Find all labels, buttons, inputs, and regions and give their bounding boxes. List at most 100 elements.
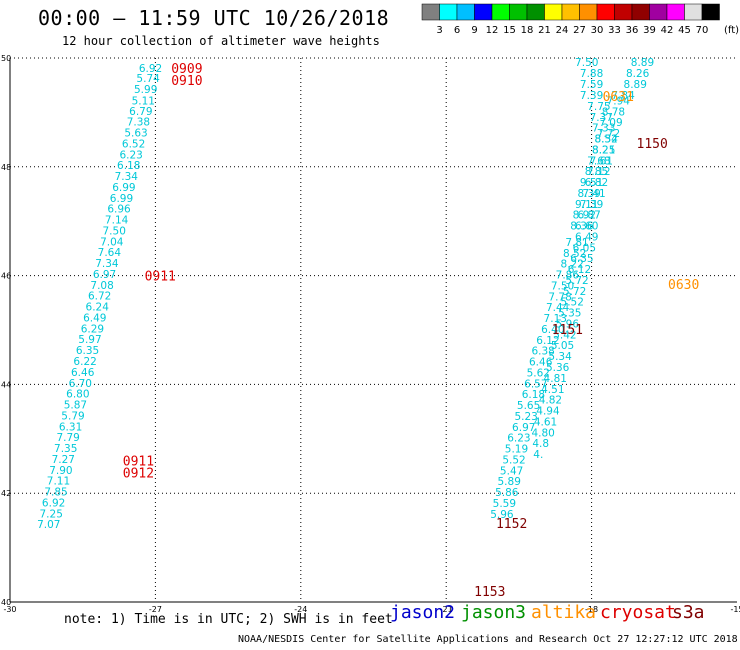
time-label: 1152 bbox=[496, 517, 527, 532]
time-label: 0630 bbox=[668, 278, 699, 293]
wave-height-point: 8.22 bbox=[561, 259, 584, 271]
colorbar-swatch bbox=[596, 3, 615, 21]
wave-height-point: 6.38 bbox=[531, 346, 554, 358]
wave-height-point: 6.49 bbox=[575, 231, 598, 243]
colorbar-swatch bbox=[561, 3, 580, 21]
wave-height-point: 5.23 bbox=[514, 411, 537, 423]
wave-height-point: 5.34 bbox=[548, 351, 572, 363]
colorbar-swatch bbox=[474, 3, 493, 21]
wave-height-point: 7.34 bbox=[95, 258, 119, 270]
wave-height-point: 7.85 bbox=[44, 487, 67, 499]
grid-lines bbox=[10, 57, 737, 603]
wave-height-point: 7.27 bbox=[52, 454, 75, 466]
wave-height-point: 7.12 bbox=[587, 166, 610, 178]
wave-height-point: 7.86 bbox=[556, 270, 580, 282]
colorbar-label: 3 bbox=[436, 25, 442, 36]
wave-height-point: 7.11 bbox=[47, 476, 70, 488]
wave-height-point: 7.35 bbox=[54, 443, 77, 455]
colorbar-swatch bbox=[526, 3, 545, 21]
wave-height-point: 5.52 bbox=[561, 297, 584, 309]
y-tick-label: 42 bbox=[1, 489, 11, 498]
wave-height-point: 8.26 bbox=[626, 68, 650, 80]
wave-height-point: 6.35 bbox=[570, 253, 593, 265]
wave-height-point: 5.79 bbox=[61, 410, 84, 422]
wave-height-point: 7.08 bbox=[90, 280, 113, 292]
wave-height-point: 8.36 bbox=[570, 221, 594, 233]
wave-height-point: 5.74 bbox=[136, 73, 160, 85]
wave-height-point: 5.59 bbox=[493, 498, 516, 510]
wave-height-point: 7.04 bbox=[100, 236, 124, 248]
wave-height-point: 7.68 bbox=[587, 155, 610, 167]
wave-height-point: 6.12 bbox=[568, 264, 591, 276]
colorbar-swatch bbox=[579, 3, 598, 21]
wave-height-point: 7.50 bbox=[551, 280, 574, 292]
x-tick-label: -18 bbox=[585, 605, 598, 614]
colorbar-swatch bbox=[456, 3, 475, 21]
wave-height-point: 7.09 bbox=[599, 117, 622, 129]
wave-height-point: 6.80 bbox=[66, 389, 89, 401]
wave-height-point: 5.62 bbox=[527, 367, 550, 379]
time-label: 1150 bbox=[637, 137, 668, 152]
wave-height-point: 5.05 bbox=[551, 340, 574, 352]
wave-height-point: 4.94 bbox=[536, 406, 560, 418]
wave-height-point: 5.11 bbox=[132, 95, 155, 107]
wave-height-point: 6.57 bbox=[524, 378, 547, 390]
wave-height-point: 7.07 bbox=[37, 519, 60, 531]
colorbar-label: 39 bbox=[643, 25, 656, 36]
colorbar-swatch bbox=[701, 3, 720, 21]
wave-height-point: 6.22 bbox=[73, 356, 96, 368]
colorbar-label: 12 bbox=[486, 25, 499, 36]
wave-height-point: 6.23 bbox=[119, 149, 142, 161]
wave-height-point: 7.81 bbox=[565, 237, 588, 249]
x-tick-label: -15 bbox=[730, 605, 740, 614]
wave-height-point: 5.72 bbox=[565, 275, 588, 287]
colorbar-label: 42 bbox=[661, 25, 674, 36]
colorbar-swatch bbox=[421, 3, 440, 21]
legend-jason3: jason3 bbox=[461, 602, 527, 623]
wave-height-point: 7.34 bbox=[115, 171, 139, 183]
wave-height-point: 6.92 bbox=[42, 497, 65, 509]
colorbar-label: 24 bbox=[556, 25, 569, 36]
wave-height-point: 5.99 bbox=[134, 84, 157, 96]
colorbar-swatch bbox=[439, 3, 458, 21]
legend-altika: altika bbox=[531, 602, 597, 623]
wave-height-point: 6.97 bbox=[512, 422, 535, 434]
wave-height-point: 8.89 bbox=[624, 79, 647, 91]
wave-height-point: 7.39 bbox=[580, 199, 603, 211]
wave-height-point: 6.12 bbox=[536, 335, 559, 347]
wave-height-point: 5.89 bbox=[498, 476, 521, 488]
wave-height-point: 6.31 bbox=[59, 421, 82, 433]
legend-jason2: jason2 bbox=[390, 602, 456, 623]
colorbar-swatch bbox=[491, 3, 510, 21]
wave-height-point: 7.50 bbox=[103, 225, 126, 237]
wave-height-point: 5.35 bbox=[558, 308, 581, 320]
y-tick-label: 40 bbox=[1, 598, 11, 607]
colorbar-label: 36 bbox=[626, 25, 639, 36]
colorbar-label: 45 bbox=[678, 25, 691, 36]
wave-height-point: 7.39 bbox=[580, 90, 603, 102]
colorbar-swatch bbox=[509, 3, 528, 21]
wave-height-point: 6.99 bbox=[110, 193, 133, 205]
wave-height-point: 6.70 bbox=[69, 378, 92, 390]
x-tick-label: -27 bbox=[149, 605, 162, 614]
x-tick-label: -30 bbox=[3, 605, 16, 614]
colorbar-label: 9 bbox=[471, 25, 477, 36]
wave-height-point: 9.11 bbox=[575, 199, 598, 211]
wave-height-point: 7.14 bbox=[105, 215, 129, 227]
colorbar-swatch bbox=[649, 3, 668, 21]
wave-height-point: 7.37 bbox=[590, 112, 613, 124]
wave-height-point: 7.75 bbox=[587, 101, 610, 113]
wave-height-point: 7.61 bbox=[590, 155, 613, 167]
wave-height-point: 7.79 bbox=[56, 432, 79, 444]
wave-height-point: 5.47 bbox=[500, 465, 523, 477]
time-label: 0911 bbox=[145, 270, 176, 285]
wave-height-point: 8.25 bbox=[592, 144, 615, 156]
legend-s3a: s3a bbox=[672, 602, 705, 623]
wave-height-point: 6.05 bbox=[573, 242, 596, 254]
wave-height-point: 6.35 bbox=[76, 345, 99, 357]
wave-height-point: 5.36 bbox=[546, 362, 570, 374]
wave-height-point: 8.34 bbox=[594, 134, 618, 146]
page-title: 00:00 – 11:59 UTC 10/26/2018 bbox=[38, 6, 390, 30]
colorbar: 3 6 9 12 15 18 21 24 27 30 33 36 39 42 45 70 (ft) bbox=[421, 3, 739, 36]
wave-height-point: 7.25 bbox=[40, 508, 63, 520]
